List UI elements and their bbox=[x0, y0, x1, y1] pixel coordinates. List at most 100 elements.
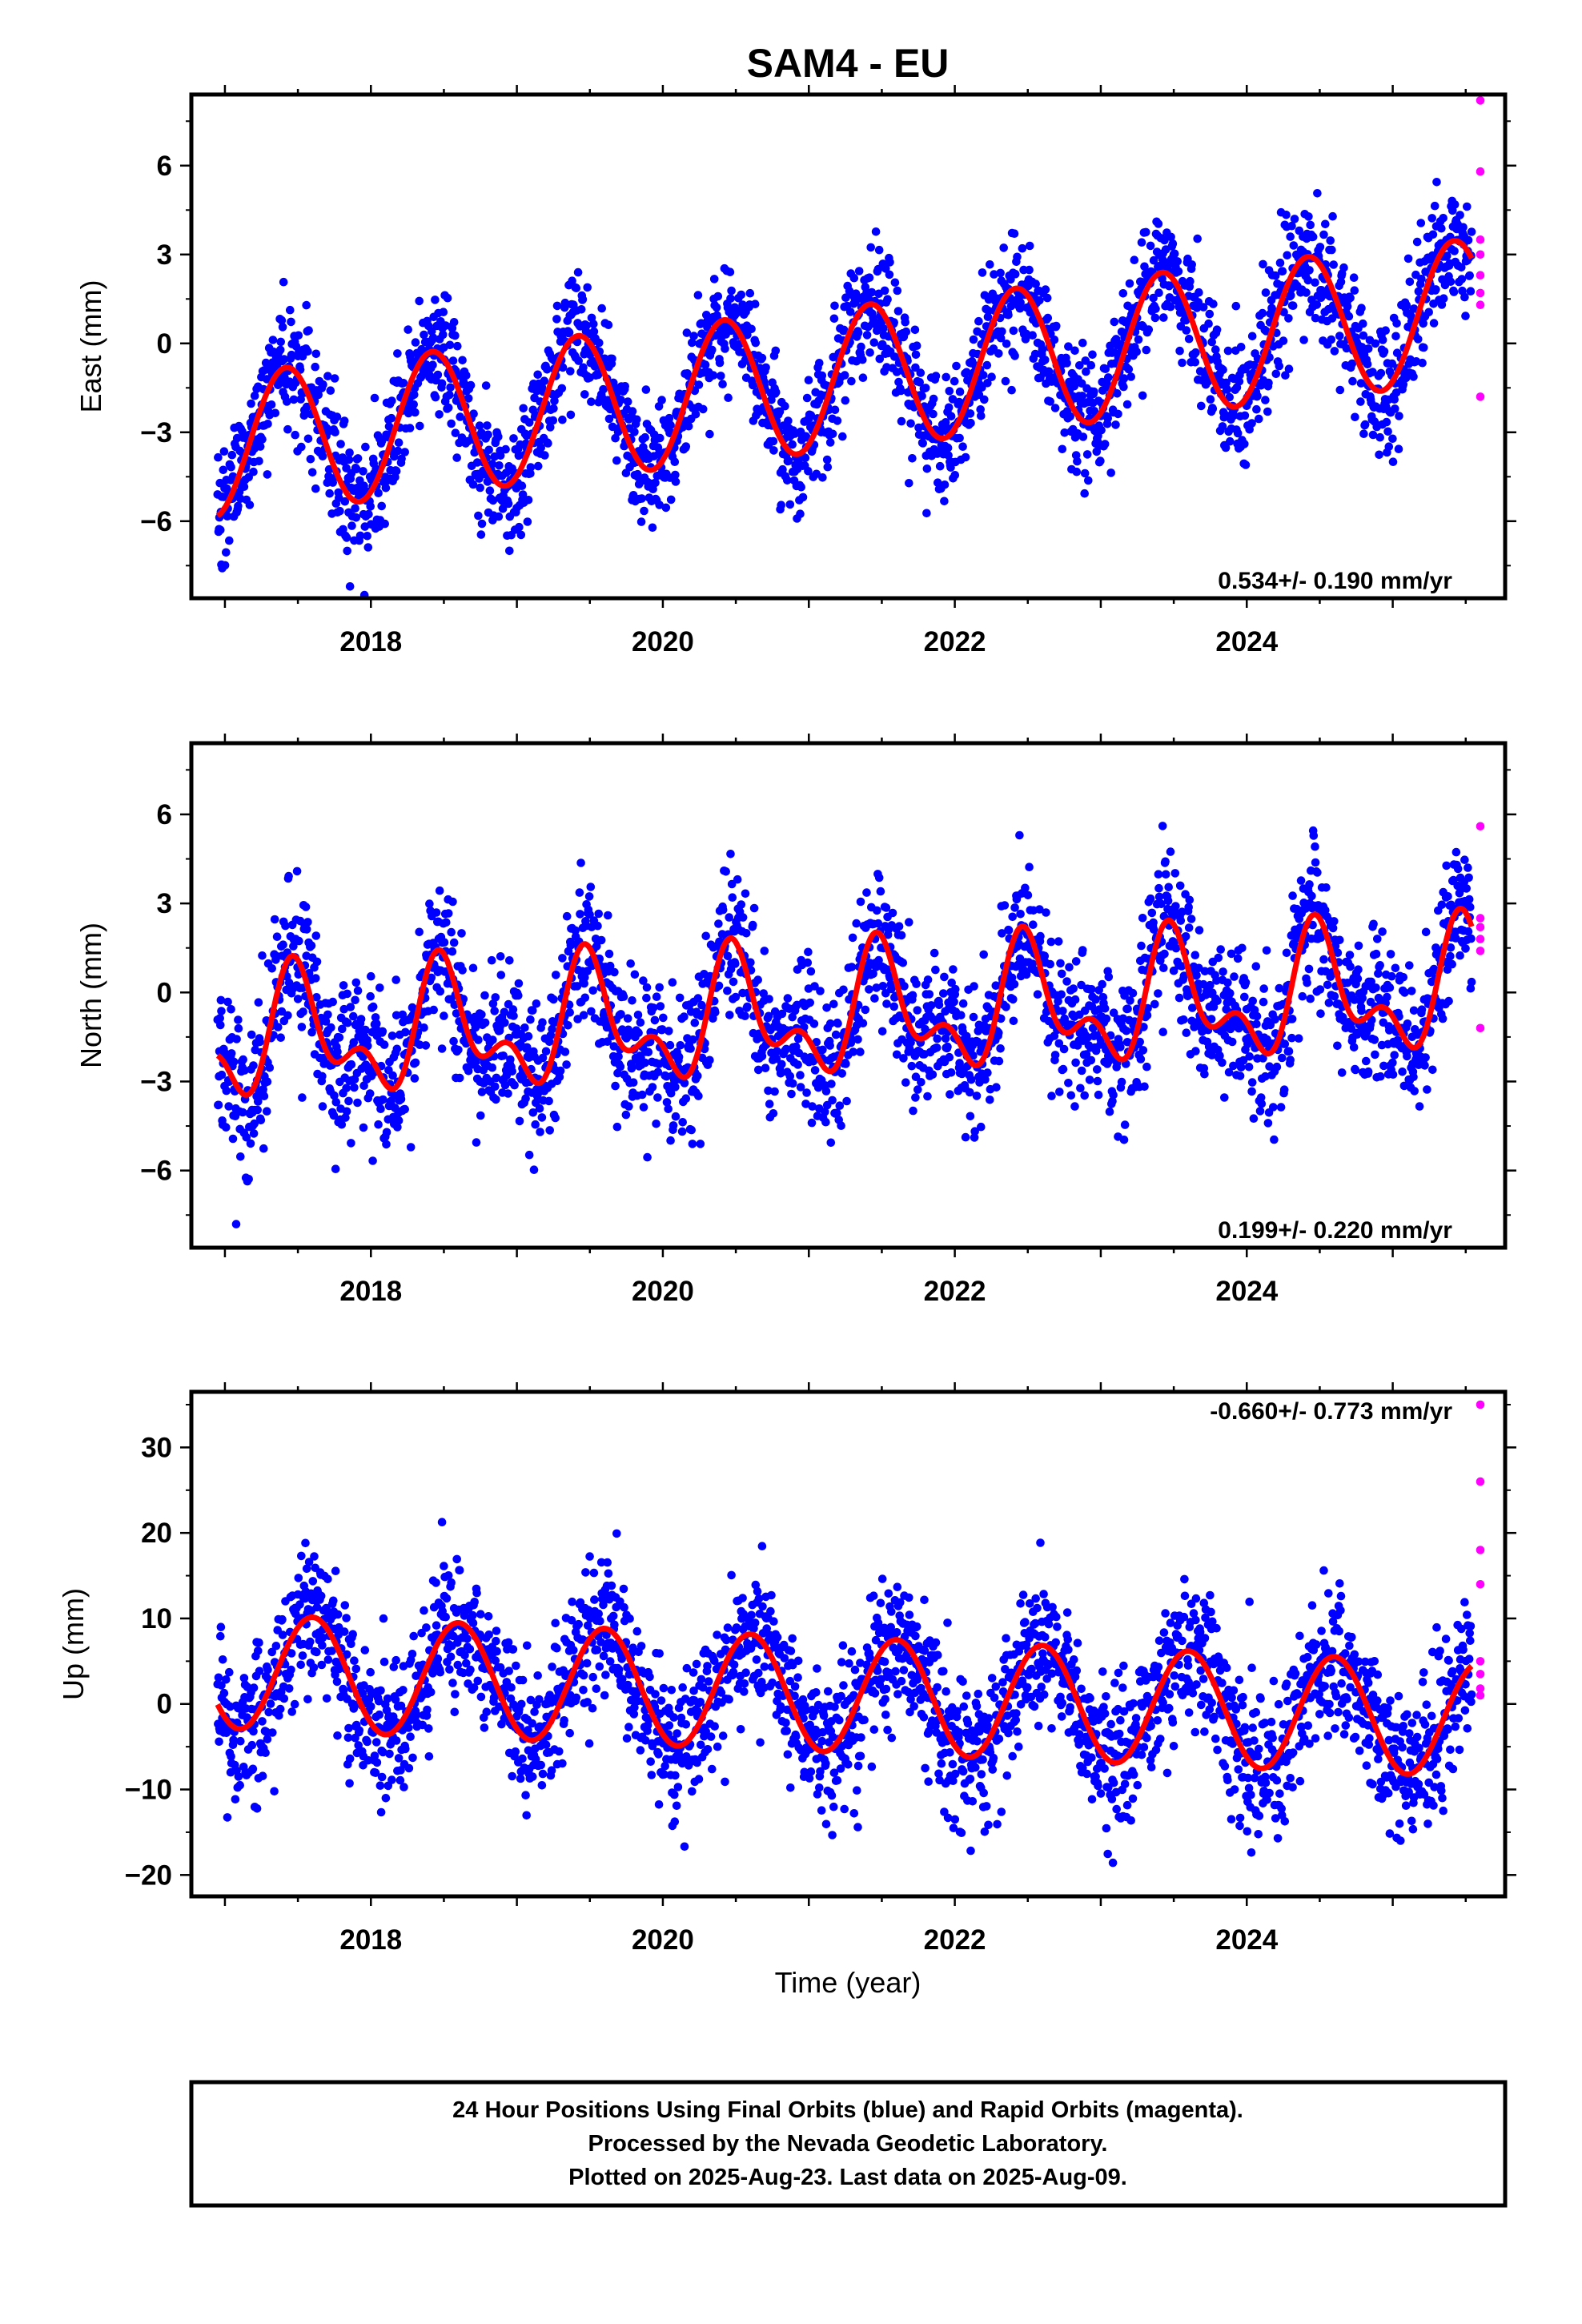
north-final-point bbox=[596, 935, 606, 945]
east-final-point bbox=[1082, 450, 1092, 459]
north-final-point bbox=[1054, 1039, 1064, 1048]
east-final-point bbox=[1191, 358, 1200, 367]
north-final-point bbox=[312, 993, 321, 1002]
east-final-point bbox=[769, 436, 778, 446]
east-x-tick-label: 2020 bbox=[632, 626, 694, 657]
east-rapid-point bbox=[1476, 96, 1485, 105]
east-y-tick-label: −3 bbox=[140, 417, 172, 448]
east-final-point bbox=[302, 402, 311, 412]
east-final-point bbox=[955, 433, 964, 443]
north-final-point bbox=[876, 887, 885, 896]
east-final-point bbox=[1209, 300, 1218, 308]
north-final-point bbox=[375, 983, 384, 992]
east-final-point bbox=[727, 286, 736, 296]
east-final-point bbox=[657, 396, 666, 404]
north-final-point bbox=[1171, 943, 1181, 953]
east-final-point bbox=[1283, 251, 1291, 260]
north-final-point bbox=[705, 1055, 714, 1065]
east-final-point bbox=[548, 416, 558, 425]
north-final-point bbox=[604, 911, 612, 920]
north-final-point bbox=[335, 1033, 344, 1042]
east-y-tick-label: −6 bbox=[140, 506, 172, 537]
east-final-point bbox=[483, 421, 492, 430]
north-final-point bbox=[452, 1009, 461, 1018]
north-final-point bbox=[500, 1007, 509, 1017]
east-final-point bbox=[351, 513, 361, 522]
east-final-point bbox=[974, 316, 983, 326]
east-final-point bbox=[1144, 325, 1154, 334]
north-final-point bbox=[1255, 1107, 1265, 1116]
east-final-point bbox=[713, 292, 723, 301]
north-final-point bbox=[436, 987, 445, 996]
north-final-point bbox=[298, 1093, 307, 1102]
north-final-point bbox=[781, 1044, 791, 1054]
north-final-point bbox=[541, 1047, 551, 1056]
east-final-point bbox=[1457, 275, 1467, 283]
north-final-point bbox=[1057, 990, 1066, 999]
east-final-point bbox=[1181, 316, 1191, 325]
north-final-point bbox=[1057, 969, 1066, 979]
east-final-point bbox=[785, 500, 795, 509]
east-final-point bbox=[784, 456, 793, 465]
north-final-point bbox=[1308, 920, 1317, 930]
north-final-point bbox=[731, 959, 740, 968]
north-final-point bbox=[680, 1012, 689, 1021]
east-final-point bbox=[815, 359, 824, 368]
east-final-point bbox=[410, 390, 419, 400]
north-final-point bbox=[458, 966, 467, 975]
east-final-point bbox=[857, 342, 865, 352]
east-final-point bbox=[893, 307, 903, 316]
north-final-point bbox=[668, 978, 677, 987]
north-final-point bbox=[1263, 1119, 1273, 1128]
north-final-point bbox=[1316, 1009, 1325, 1018]
north-final-point bbox=[652, 992, 661, 1001]
east-final-point bbox=[869, 338, 879, 348]
east-final-point bbox=[1378, 336, 1387, 344]
north-final-point bbox=[969, 1051, 978, 1060]
east-final-point bbox=[472, 458, 482, 467]
north-final-point bbox=[898, 959, 908, 967]
north-final-point bbox=[972, 1092, 982, 1100]
east-final-point bbox=[247, 399, 255, 408]
east-final-point bbox=[982, 360, 992, 370]
north-final-point bbox=[477, 1010, 486, 1019]
north-final-point bbox=[576, 910, 584, 919]
north-final-point bbox=[981, 1075, 990, 1084]
east-final-point bbox=[451, 331, 460, 340]
north-final-point bbox=[912, 979, 921, 988]
east-y-axis-label: East (mm) bbox=[74, 280, 107, 413]
east-final-point bbox=[840, 371, 849, 380]
north-final-point bbox=[785, 1072, 795, 1081]
east-final-point bbox=[637, 494, 646, 503]
north-final-point bbox=[1149, 925, 1158, 934]
north-final-point bbox=[359, 1081, 368, 1090]
north-final-point bbox=[1252, 1019, 1261, 1029]
north-final-point bbox=[1036, 931, 1045, 941]
east-final-point bbox=[286, 305, 295, 315]
north-final-point bbox=[821, 1108, 829, 1116]
north-final-point bbox=[1230, 972, 1239, 981]
east-final-point bbox=[549, 404, 558, 413]
north-final-point bbox=[1298, 991, 1307, 1001]
east-final-point bbox=[1090, 387, 1098, 396]
east-final-point bbox=[778, 464, 787, 474]
east-final-point bbox=[437, 379, 447, 388]
north-final-point bbox=[488, 1063, 497, 1072]
east-final-point bbox=[311, 362, 320, 372]
north-final-point bbox=[593, 921, 602, 931]
north-final-point bbox=[1269, 1103, 1278, 1112]
north-final-point bbox=[1367, 977, 1375, 987]
north-final-point bbox=[666, 1136, 675, 1145]
north-final-point bbox=[1100, 1004, 1110, 1013]
east-final-point bbox=[1388, 457, 1398, 466]
north-final-point bbox=[842, 1096, 851, 1106]
east-final-point bbox=[1439, 214, 1447, 223]
north-final-point bbox=[1136, 1055, 1146, 1063]
east-final-point bbox=[543, 365, 552, 374]
east-final-point bbox=[448, 356, 458, 365]
north-final-point bbox=[580, 973, 589, 982]
east-final-point bbox=[1030, 349, 1040, 359]
north-final-point bbox=[1159, 963, 1168, 972]
east-final-point bbox=[1240, 411, 1250, 420]
north-final-point bbox=[892, 1050, 901, 1059]
